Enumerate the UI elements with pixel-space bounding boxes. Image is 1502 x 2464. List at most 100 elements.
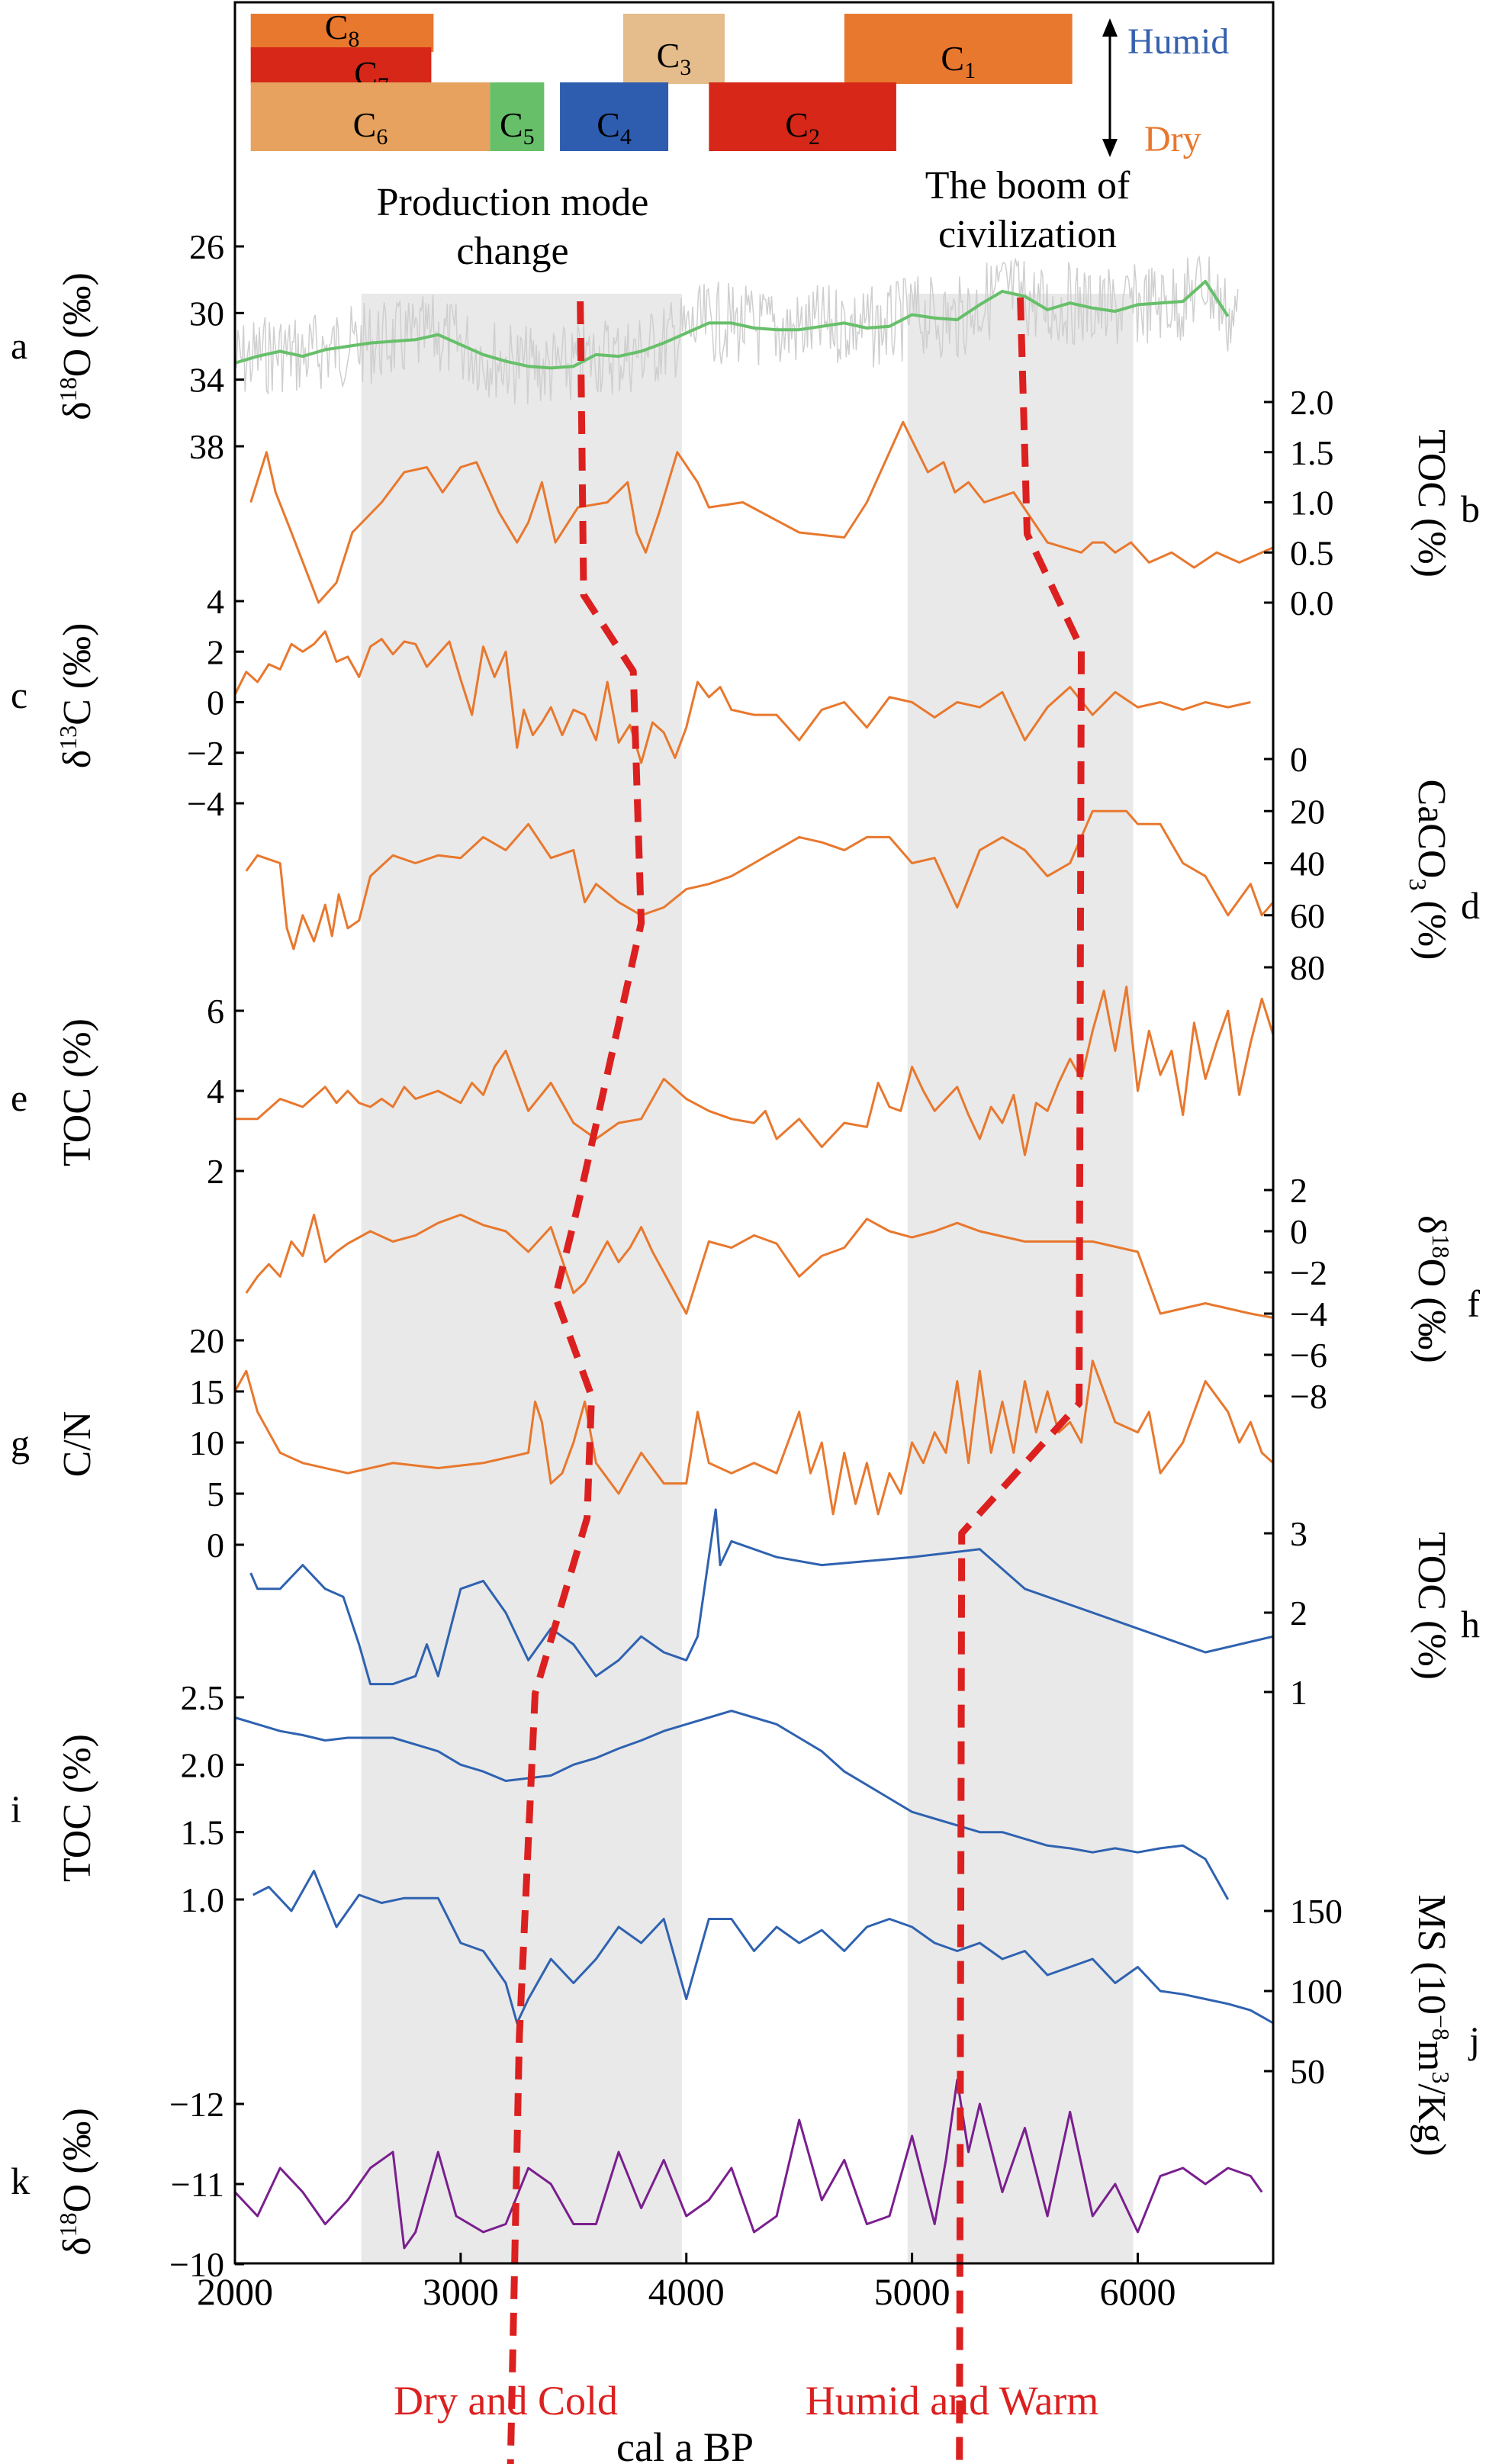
panel-d-tick-label: 20 <box>1290 792 1325 831</box>
panel-g-line <box>233 1359 1275 1516</box>
dry-label: Dry <box>1144 119 1201 159</box>
panel-f-tick-label: −4 <box>1290 1295 1327 1333</box>
left-red-dashed <box>507 301 645 2464</box>
panel-c <box>233 630 1251 764</box>
data-series <box>233 255 1275 2250</box>
panel-g-tick-label: 10 <box>189 1423 224 1462</box>
panel-f-tick-label: −2 <box>1290 1253 1327 1292</box>
panel-j-axis: 50 100 150 MS (10−8m3/Kg) j <box>1264 1892 1480 2157</box>
panel-g-ylabel: C/N <box>56 1411 99 1478</box>
panel-d-id: d <box>1461 884 1480 927</box>
panel-h-line <box>249 1508 1274 1686</box>
panel-i-tick-label: 1.5 <box>181 1813 225 1852</box>
panel-e <box>235 986 1275 1156</box>
x-axis-tick-label: 6000 <box>1099 2270 1176 2313</box>
panel-d-tick-label: 0 <box>1290 740 1307 779</box>
panel-c-line <box>233 630 1251 764</box>
culture-label-c3: C3 <box>657 36 692 80</box>
bottom-label-dry-cold: Dry and Cold <box>394 2378 618 2424</box>
x-axis-tick-label: 2000 <box>197 2270 273 2313</box>
panel-j-tick-label: 50 <box>1290 2052 1325 2091</box>
plot-frame <box>233 1 1275 2265</box>
panel-h-tick-label: 1 <box>1290 1673 1307 1712</box>
panel-f <box>245 1213 1274 1319</box>
shaded-bands <box>361 294 1134 2263</box>
left-caption-line2: change <box>456 230 568 273</box>
panel-b-tick-label: 0.5 <box>1290 533 1334 572</box>
panel-d <box>245 809 1275 951</box>
bottom-label-humid-warm: Humid and Warm <box>806 2378 1099 2424</box>
panel-k-tick-label: −12 <box>169 2085 224 2124</box>
left-caption-line1: Production mode <box>377 181 649 224</box>
culture-label-c1: C1 <box>941 39 976 83</box>
panel-g-axis: 0 5 10 15 20 C/N g <box>11 1321 244 1565</box>
panel-f-tick-label: 0 <box>1290 1212 1307 1251</box>
panel-j-line <box>252 1870 1274 2025</box>
panel-b-id: b <box>1461 487 1480 530</box>
panel-a <box>234 255 1239 405</box>
panel-d-line <box>245 809 1275 951</box>
panel-j-tick-label: 150 <box>1290 1892 1343 1931</box>
panel-k <box>233 2079 1263 2250</box>
panel-b-ylabel: TOC (%) <box>1410 429 1453 577</box>
panel-g <box>233 1359 1275 1516</box>
panel-i-id: i <box>11 1787 21 1830</box>
panel-g-tick-label: 0 <box>207 1526 224 1565</box>
humid-label: Humid <box>1127 21 1229 62</box>
panel-a-tick-label: 26 <box>189 227 224 266</box>
panel-a-tick-label: 30 <box>189 294 224 333</box>
culture-bar-c2 <box>709 82 896 151</box>
panel-i-tick-label: 1.0 <box>181 1880 225 1919</box>
panel-h-id: h <box>1461 1603 1480 1645</box>
culture-label-c4: C4 <box>597 105 632 150</box>
panel-k-ylabel: δ18O (‰) <box>54 2108 99 2256</box>
panel-c-tick-label: −4 <box>187 784 224 823</box>
panel-b-tick-label: 2.0 <box>1290 383 1334 422</box>
panel-d-ylabel: CaCO3 (%) <box>1404 780 1453 960</box>
culture-bar-c4 <box>560 82 669 151</box>
panel-f-ylabel: δ18O (‰) <box>1410 1215 1455 1363</box>
culture-bar-c3 <box>622 14 725 84</box>
panel-e-tick-label: 4 <box>207 1072 224 1111</box>
panel-i-axis: 1.0 1.5 2.0 2.5 TOC (%) i <box>11 1678 244 1919</box>
panel-f-tick-label: −8 <box>1290 1377 1327 1416</box>
culture-label-c2: C2 <box>785 105 820 150</box>
panel-k-line <box>233 2079 1263 2250</box>
x-axis-tick-label: 3000 <box>423 2270 499 2313</box>
panel-f-axis: 20−2−4−6−8 δ18O (‰) f <box>1264 1171 1480 1416</box>
culture-bar-c7 <box>250 47 432 84</box>
culture-bar-c5 <box>490 82 545 151</box>
panel-b-axis: 0.0 0.5 1.0 1.5 2.0 TOC (%) b <box>1264 383 1480 622</box>
panel-i-tick-label: 2.5 <box>181 1678 225 1717</box>
panel-a-tick-label: 38 <box>189 427 224 466</box>
panel-a-id: a <box>11 324 27 367</box>
panel-c-tick-label: 4 <box>207 582 224 621</box>
culture-label-c8: C8 <box>325 8 360 52</box>
panel-j-ylabel: MS (10−8m3/Kg) <box>1410 1894 1455 2156</box>
panel-g-tick-label: 20 <box>189 1321 224 1360</box>
panel-f-id: f <box>1467 1282 1480 1325</box>
right-caption-line1: The boom of <box>925 164 1131 207</box>
panel-f-line <box>245 1213 1274 1319</box>
panel-g-id: g <box>11 1422 30 1465</box>
panel-f-tick-label: 2 <box>1290 1171 1307 1210</box>
panel-c-tick-label: 2 <box>207 632 224 671</box>
panel-i <box>234 1710 1230 1900</box>
x-axis: 2000 3000 4000 5000 6000 <box>197 2253 1176 2313</box>
panel-a-ylabel: δ18O (‰) <box>54 272 99 420</box>
culture-bar-c8 <box>250 14 434 52</box>
panel-b-tick-label: 0.0 <box>1290 584 1334 622</box>
panel-c-tick-label: 0 <box>207 684 224 722</box>
panel-e-axis: 2 4 6 TOC (%) e <box>11 992 244 1191</box>
panel-k-tick-label: −11 <box>171 2165 224 2204</box>
panel-a-tick-label: 34 <box>189 361 224 400</box>
panel-c-ylabel: δ13C (‰) <box>54 623 99 769</box>
x-axis-label: cal a BP <box>616 2424 754 2464</box>
panel-e-tick-label: 2 <box>207 1152 224 1191</box>
panel-a-line <box>234 279 1230 370</box>
panel-c-axis: −4 −2 0 2 4 δ13C (‰) c <box>11 582 244 823</box>
panel-b-line <box>249 420 1274 604</box>
panel-g-tick-label: 15 <box>189 1372 224 1411</box>
panel-h-tick-label: 3 <box>1290 1514 1307 1553</box>
